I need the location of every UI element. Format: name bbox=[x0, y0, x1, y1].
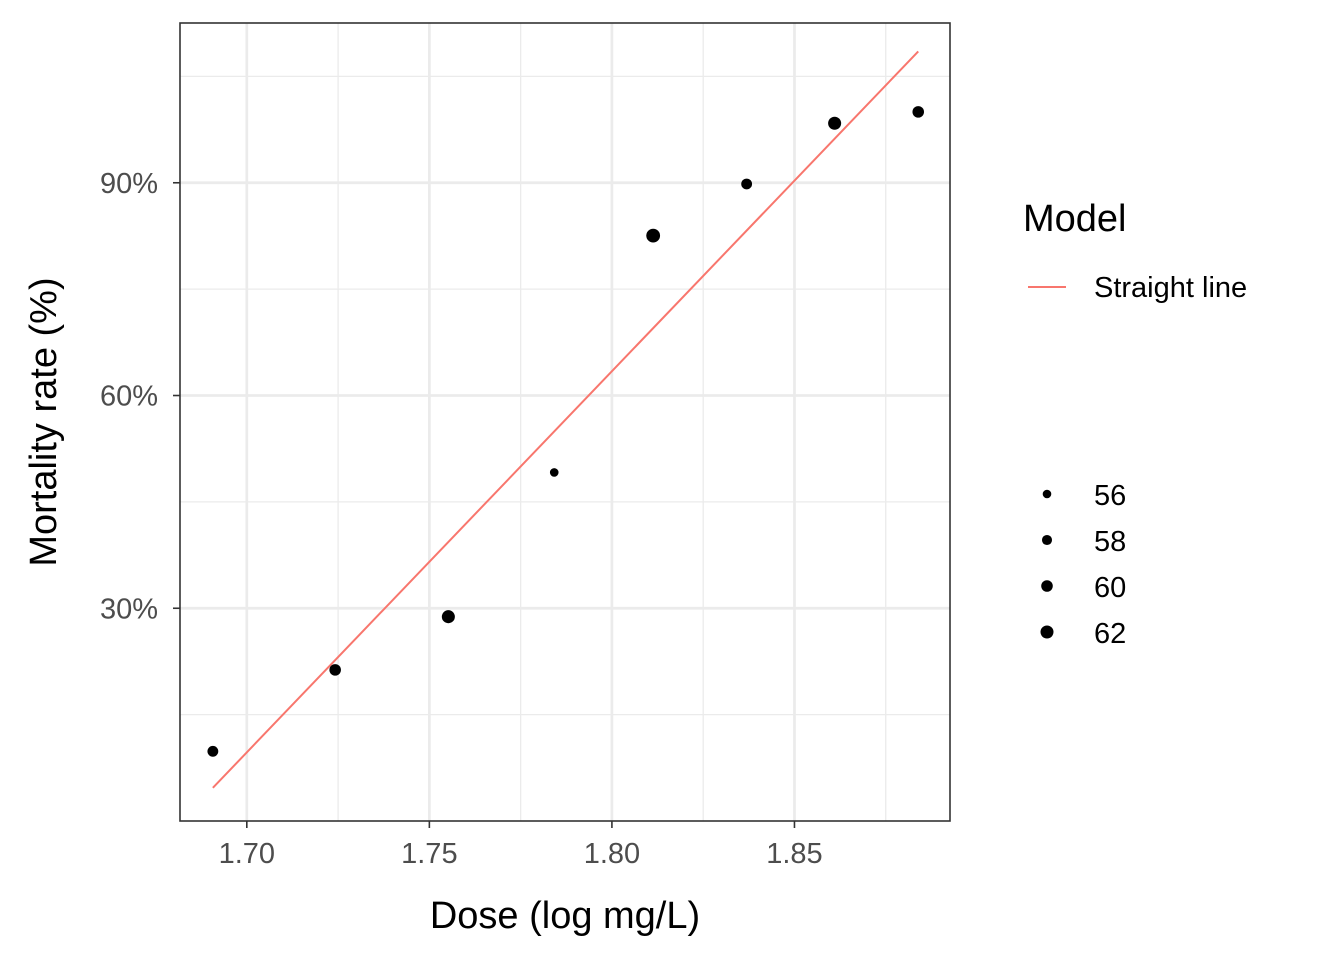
fit-line bbox=[212, 50, 919, 789]
legend-size-label: 56 bbox=[1094, 480, 1126, 512]
data-point bbox=[741, 178, 753, 190]
data-point bbox=[912, 106, 925, 118]
grid-major bbox=[180, 23, 950, 821]
data-point bbox=[549, 468, 559, 477]
x-tick-label: 1.80 bbox=[584, 838, 640, 870]
panel-border bbox=[179, 22, 951, 822]
x-tick-label: 1.85 bbox=[766, 838, 822, 870]
y-tick-label: 90% bbox=[100, 168, 158, 200]
legend-size-key bbox=[1042, 489, 1052, 499]
data-point bbox=[646, 228, 661, 243]
data-point bbox=[329, 664, 341, 676]
legend-model-label: Straight line bbox=[1094, 272, 1247, 304]
legend-size-key bbox=[1041, 580, 1053, 592]
points-layer bbox=[207, 106, 925, 757]
y-axis-title: Mortality rate (%) bbox=[23, 277, 65, 566]
y-axis: 30% 60% 90% bbox=[100, 168, 180, 625]
x-tick-label: 1.70 bbox=[219, 838, 275, 870]
legend-size: 56 58 60 62 bbox=[1040, 480, 1126, 650]
legend-size-label: 58 bbox=[1094, 526, 1126, 558]
grid-minor bbox=[180, 23, 950, 821]
legend-size-key bbox=[1040, 625, 1054, 639]
legend-model: Model Straight line bbox=[1023, 198, 1247, 304]
legend-model-title: Model bbox=[1023, 198, 1127, 240]
x-axis: 1.70 1.75 1.80 1.85 bbox=[219, 821, 823, 870]
legend-size-key bbox=[1041, 534, 1053, 546]
legend-size-label: 60 bbox=[1094, 572, 1126, 604]
data-point bbox=[441, 610, 455, 624]
legend-size-label: 62 bbox=[1094, 618, 1126, 650]
fit-line-layer bbox=[212, 50, 919, 789]
y-tick-label: 30% bbox=[100, 593, 158, 625]
data-point bbox=[207, 745, 219, 757]
x-axis-title: Dose (log mg/L) bbox=[430, 895, 700, 937]
x-tick-label: 1.75 bbox=[401, 838, 457, 870]
y-tick-label: 60% bbox=[100, 381, 158, 413]
data-point bbox=[828, 116, 842, 130]
